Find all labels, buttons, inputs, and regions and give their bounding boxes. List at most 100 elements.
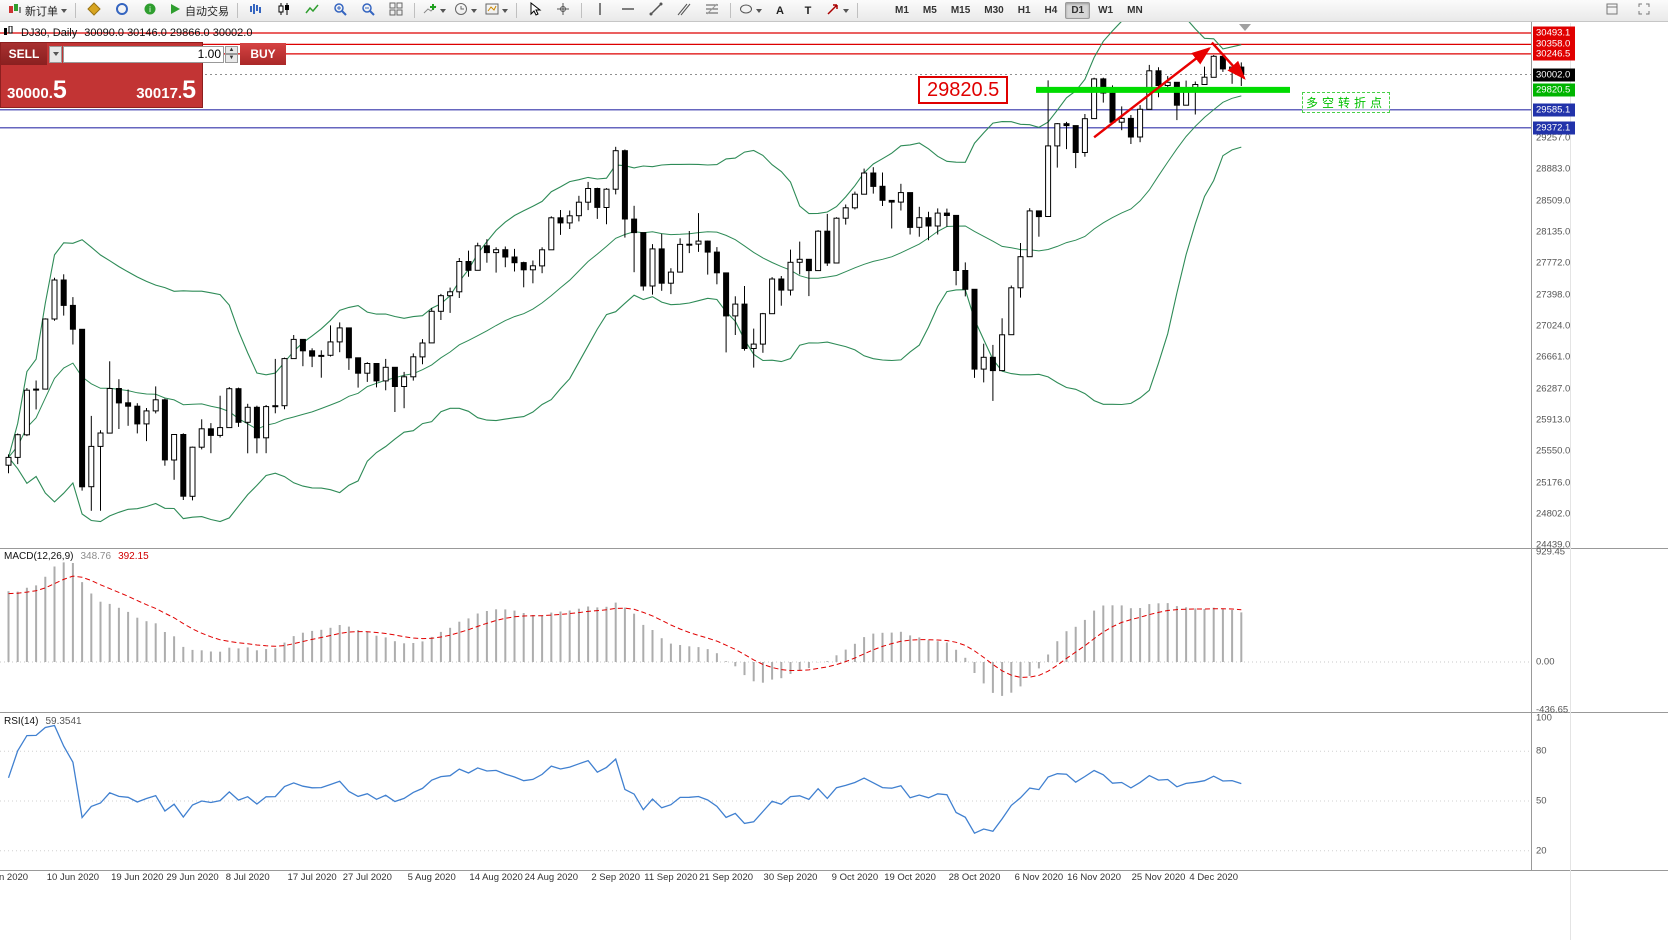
- chevron-down-icon: [502, 8, 508, 13]
- step-down-icon[interactable]: ▼: [225, 54, 238, 63]
- date-label: 19 Jun 2020: [111, 872, 164, 883]
- timeframe-d1-button[interactable]: D1: [1065, 2, 1091, 19]
- zoom-in-button[interactable]: [326, 1, 354, 21]
- separator: [75, 3, 76, 18]
- arrow-tool-icon: [826, 2, 840, 19]
- ohlc-values: 30090.0 30146.0 29866.0 30002.0: [84, 27, 253, 39]
- auto-trading-button[interactable]: 自动交易: [164, 1, 233, 21]
- tile-windows-button[interactable]: [382, 1, 410, 21]
- main-toolbar: 新订单 i 自动交易 A T M1 M5 M15 M30 H1 H4 D1 W1 MN: [0, 0, 1668, 22]
- timeframe-h4-button[interactable]: H4: [1044, 5, 1058, 16]
- price-tick: 24802.0: [1536, 508, 1571, 520]
- price-tick: 27772.0: [1536, 257, 1571, 269]
- date-label: 27 Jul 2020: [342, 872, 392, 883]
- timeframe-m15-button[interactable]: M15: [950, 5, 971, 16]
- fullscreen-icon: [1637, 2, 1651, 19]
- buy-button[interactable]: BUY: [240, 43, 286, 65]
- date-label: 14 Aug 2020: [469, 872, 523, 883]
- sell-button[interactable]: SELL: [1, 43, 47, 65]
- timeframe-m1-button[interactable]: M1: [895, 5, 909, 16]
- fullscreen-button[interactable]: [1630, 1, 1658, 21]
- dock-icon: [1605, 2, 1619, 19]
- price-level-badge: 30493.1: [1533, 26, 1575, 40]
- line-chart-icon: [305, 2, 319, 19]
- price-tick: 25550.0: [1536, 445, 1571, 457]
- fibonacci-tool-button[interactable]: [698, 1, 726, 21]
- rsi-label: RSI(14) 59.3541: [4, 716, 82, 727]
- price-tick: 26661.0: [1536, 351, 1571, 363]
- rsi-axis-tick: 80: [1536, 745, 1547, 757]
- price-tick: 28135.0: [1536, 226, 1571, 238]
- rsi-name: RSI(14): [4, 716, 39, 727]
- trendline-tool-button[interactable]: [642, 1, 670, 21]
- turning-point-label[interactable]: 多空转折点: [1302, 92, 1391, 113]
- rsi-axis-tick: 20: [1536, 845, 1547, 857]
- date-label: 16 Nov 2020: [1067, 872, 1122, 883]
- horizontal-line-tool-button[interactable]: [614, 1, 642, 21]
- cursor-tool-button[interactable]: [521, 1, 549, 21]
- date-label: 21 Sep 2020: [699, 872, 754, 883]
- sell-price-main: 30000.: [7, 85, 53, 102]
- navigator-button[interactable]: i: [136, 1, 164, 21]
- timeframe-m5-button[interactable]: M5: [922, 5, 937, 16]
- bar-chart-button[interactable]: [242, 1, 270, 21]
- vertical-line-icon: [593, 2, 607, 19]
- crosshair-tool-button[interactable]: [549, 1, 577, 21]
- indicators-icon: [423, 2, 437, 19]
- date-label: 28 Oct 2020: [948, 872, 1001, 883]
- channel-tool-button[interactable]: [670, 1, 698, 21]
- periods-button[interactable]: [450, 1, 481, 21]
- price-tick: 24439.0: [1536, 539, 1571, 551]
- macd-label: MACD(12,26,9) 348.76 392.15: [4, 551, 149, 562]
- price-level-badge: 30246.5: [1533, 47, 1575, 61]
- svg-text:i: i: [149, 5, 151, 14]
- line-chart-button[interactable]: [298, 1, 326, 21]
- volume-dropdown-button[interactable]: [49, 45, 62, 63]
- date-label: 4 Dec 2020: [1189, 872, 1238, 883]
- label-tool-button[interactable]: T: [794, 1, 822, 21]
- indicators-button[interactable]: [419, 1, 450, 21]
- tile-windows-icon: [389, 2, 403, 19]
- step-up-icon[interactable]: ▲: [225, 45, 238, 54]
- price-axis: 29257.0 28883.0 28509.0 28135.0 27772.0 27398…: [1533, 0, 1667, 940]
- timeframe-group: M1 M5 M15 M30 H1 H4 D1 W1 MN: [888, 2, 1150, 19]
- volume-input[interactable]: [63, 45, 224, 63]
- auto-trading-label: 自动交易: [185, 5, 229, 18]
- price-level-badge: 29585.1: [1533, 103, 1575, 117]
- timeframe-m30-button[interactable]: M30: [984, 5, 1004, 16]
- new-order-button[interactable]: 新订单: [4, 1, 71, 21]
- template-icon: [485, 2, 499, 19]
- price-level-badge: 30002.0: [1533, 68, 1575, 82]
- candlestick-chart-button[interactable]: [270, 1, 298, 21]
- volume-stepper[interactable]: ▲ ▼: [225, 45, 238, 63]
- date-label: 5 Aug 2020: [407, 872, 456, 883]
- auto-trading-icon: [168, 2, 182, 19]
- price-callout[interactable]: 29820.5: [918, 76, 1009, 104]
- rsi-axis-tick: 100: [1536, 712, 1552, 724]
- chevron-down-icon: [756, 8, 762, 13]
- date-label: 17 Jul 2020: [287, 872, 337, 883]
- zoom-out-button[interactable]: [354, 1, 382, 21]
- date-label: 10 Jun 2020: [46, 872, 100, 883]
- date-label: 6 Nov 2020: [1014, 872, 1064, 883]
- separator: [730, 3, 731, 18]
- shapes-tool-button[interactable]: [735, 1, 766, 21]
- price-tick: 28883.0: [1536, 163, 1571, 175]
- text-tool-button[interactable]: A: [766, 1, 794, 21]
- timeframe-mn-button[interactable]: MN: [1127, 5, 1143, 16]
- label-icon: T: [804, 4, 812, 17]
- separator: [581, 3, 582, 18]
- sell-price: 30000. 5: [7, 78, 67, 103]
- timeframe-h1-button[interactable]: H1: [1017, 5, 1031, 16]
- arrows-tool-button[interactable]: [822, 1, 853, 21]
- dock-window-button[interactable]: [1598, 1, 1626, 21]
- sell-price-pip: 5: [52, 76, 67, 104]
- market-watch-button[interactable]: [80, 1, 108, 21]
- text-icon: A: [776, 4, 784, 17]
- chevron-down-icon: [61, 8, 67, 13]
- data-window-button[interactable]: [108, 1, 136, 21]
- templates-button[interactable]: [481, 1, 512, 21]
- timeframe-w1-button[interactable]: W1: [1098, 5, 1114, 16]
- vertical-line-tool-button[interactable]: [586, 1, 614, 21]
